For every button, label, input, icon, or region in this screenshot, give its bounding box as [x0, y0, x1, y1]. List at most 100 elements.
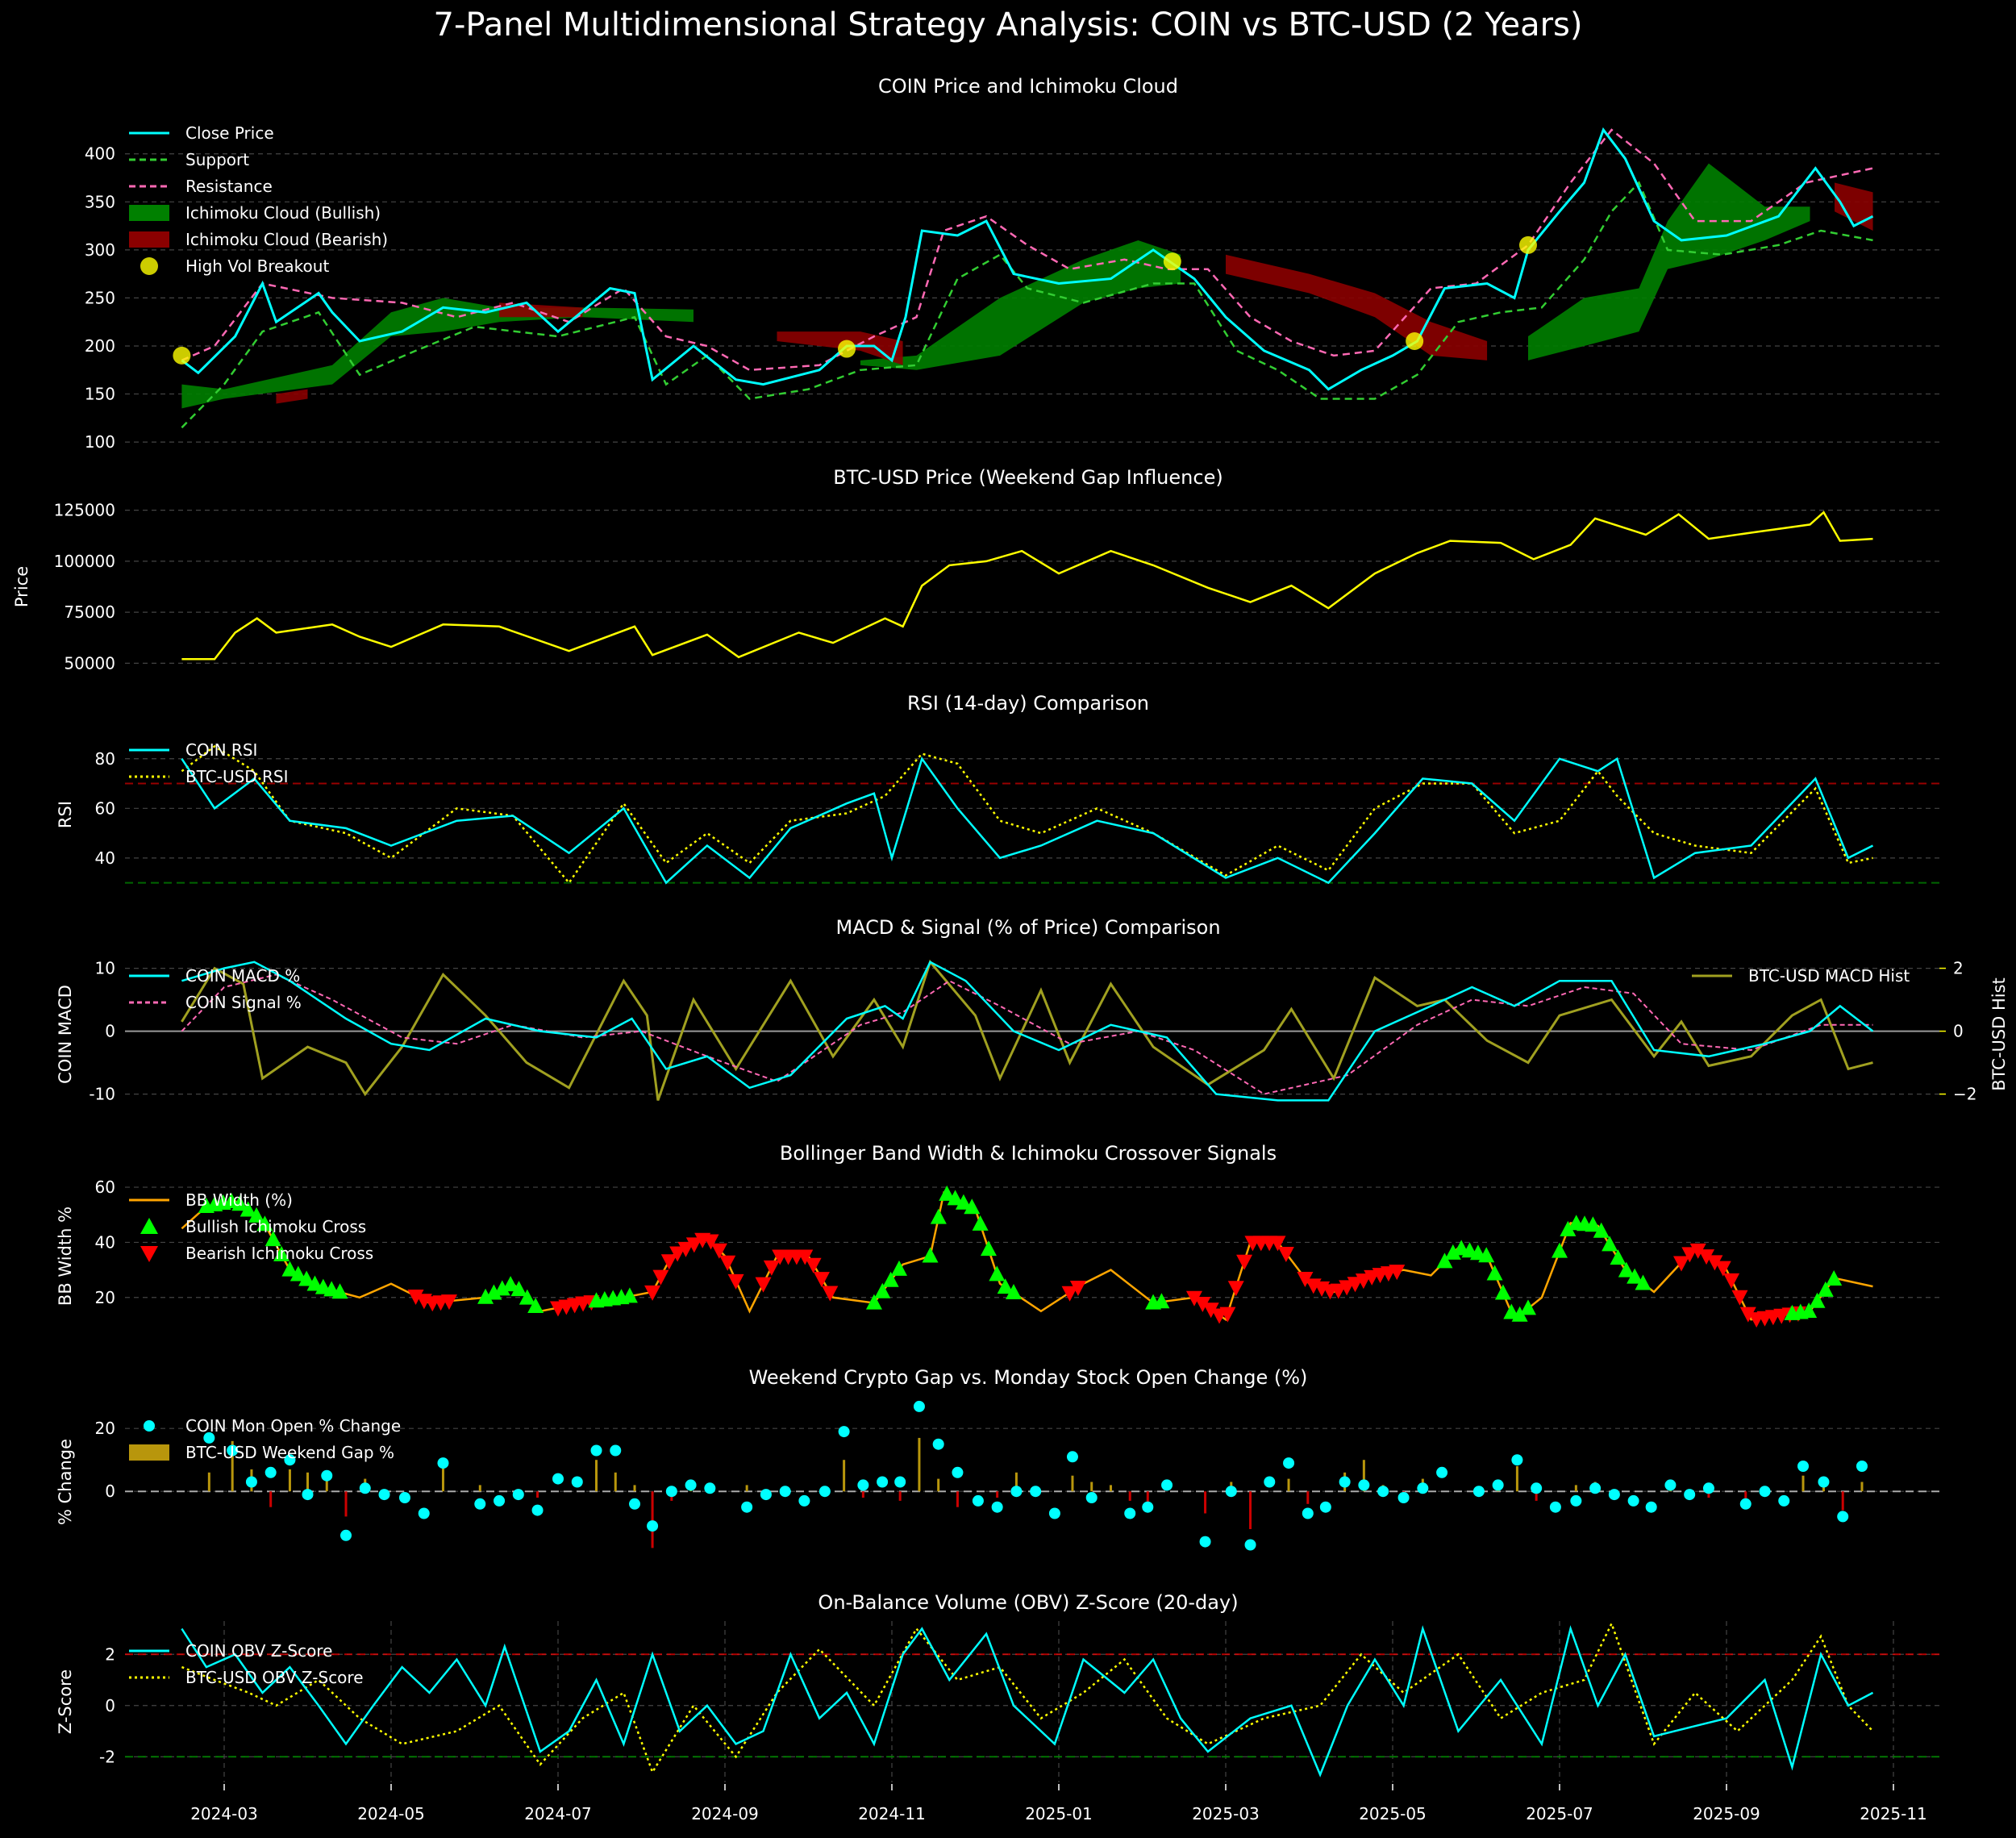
btc-price-line — [181, 511, 1873, 661]
bearish-cross-marker — [805, 1257, 822, 1273]
bullish-cross-marker — [882, 1271, 899, 1287]
bullish-cross-marker — [1801, 1302, 1818, 1319]
coin-monday-change-dot — [437, 1457, 449, 1469]
x-tick-label: 2024-03 — [190, 1804, 258, 1823]
btc-macd-hist-line — [181, 959, 1873, 1101]
btc-gap-bar — [996, 1491, 999, 1498]
bearish-cross-marker — [1297, 1271, 1314, 1287]
btc-gap-bar — [918, 1437, 921, 1492]
y-tick-label: 60 — [95, 1177, 115, 1197]
bullish-cross-marker — [1618, 1261, 1635, 1277]
legend-label: BTC-USD OBV Z-Score — [185, 1668, 364, 1687]
panel-title: On-Balance Volume (OBV) Z-Score (20-day) — [818, 1591, 1238, 1614]
coin-monday-change-dot — [1645, 1501, 1657, 1513]
coin-monday-change-dot — [531, 1504, 544, 1516]
bullish-cross-marker — [477, 1288, 494, 1304]
btc-gap-bar — [325, 1475, 328, 1492]
coin-monday-change-dot — [264, 1466, 277, 1478]
coin-rsi-line — [181, 756, 1874, 885]
y-tick-label: 100000 — [54, 552, 115, 571]
coin-monday-change-dot — [1627, 1494, 1639, 1507]
bullish-cross-marker — [621, 1287, 638, 1303]
btc-gap-bar — [1860, 1482, 1864, 1492]
coin-monday-change-dot — [1492, 1479, 1504, 1491]
btc-gap-bar — [306, 1472, 309, 1492]
coin-monday-change-dot — [1702, 1482, 1714, 1494]
bullish-cross-marker — [874, 1282, 891, 1298]
bullish-cross-marker — [1153, 1293, 1170, 1309]
panel-title: BTC-USD Price (Weekend Gap Influence) — [833, 466, 1223, 489]
y-tick-label: 200 — [85, 336, 115, 356]
legend-swatch — [140, 1246, 158, 1262]
bearish-cross-marker — [652, 1269, 669, 1286]
coin-monday-change-dot — [1531, 1482, 1543, 1494]
panel-title: COIN Price and Ichimoku Cloud — [878, 75, 1178, 98]
btc-gap-bar — [651, 1491, 654, 1548]
bearish-cross-marker — [644, 1285, 661, 1301]
breakout-marker — [173, 346, 191, 365]
coin-monday-change-dot — [1142, 1501, 1154, 1513]
coin-monday-change-dot — [760, 1489, 772, 1501]
btc-rsi-line — [181, 744, 1873, 885]
x-tick-label: 2025-05 — [1359, 1804, 1427, 1823]
coin-monday-change-dot — [1161, 1479, 1173, 1491]
btc-gap-bar — [1109, 1485, 1112, 1492]
bearish-cross-marker — [755, 1277, 772, 1293]
bearish-cross-marker — [763, 1260, 780, 1276]
bullish-cross-marker — [989, 1265, 1006, 1282]
btc-gap-bar — [1014, 1472, 1018, 1492]
coin-monday-change-dot — [1066, 1451, 1078, 1463]
btc-gap-bar — [956, 1491, 959, 1507]
btc-gap-bar — [231, 1440, 234, 1492]
coin-monday-change-dot — [1797, 1461, 1810, 1472]
coin-monday-change-dot — [1358, 1479, 1370, 1491]
y-tick-label: 50000 — [64, 653, 115, 673]
bearish-cross-marker — [813, 1272, 830, 1288]
coin-monday-change-dot — [245, 1476, 257, 1488]
bullish-cross-marker — [485, 1284, 502, 1300]
coin-monday-change-dot — [1225, 1486, 1237, 1498]
coin-monday-change-dot — [378, 1489, 390, 1501]
y-tick-label: 0 — [105, 1696, 115, 1715]
btc-gap-bar — [1574, 1485, 1577, 1492]
y-right-axis-label: BTC-USD Hist — [1989, 977, 2009, 1091]
bullish-cross-marker — [1809, 1292, 1826, 1308]
btc-gap-bar — [614, 1472, 617, 1492]
bullish-cross-marker — [1826, 1269, 1843, 1286]
btc-gap-bar — [1801, 1475, 1805, 1492]
y-tick-label: 20 — [95, 1419, 115, 1438]
bearish-cross-marker — [702, 1234, 719, 1250]
bearish-cross-marker — [1061, 1286, 1078, 1302]
legend-swatch — [140, 257, 158, 275]
bearish-cross-marker — [1355, 1273, 1372, 1290]
support-line — [181, 181, 1873, 429]
bearish-cross-marker — [1739, 1307, 1756, 1323]
bullish-cross-marker — [494, 1280, 510, 1296]
legend-label: Ichimoku Cloud (Bearish) — [185, 230, 388, 249]
x-tick-label: 2025-03 — [1192, 1804, 1260, 1823]
y-tick-label: 10 — [95, 959, 115, 978]
legend-label: BTC-USD RSI — [185, 767, 289, 786]
bullish-cross-marker — [231, 1195, 248, 1211]
bearish-cross-marker — [1236, 1254, 1253, 1270]
y-axis-label: COIN MACD — [56, 985, 75, 1084]
coin-monday-change-dot — [685, 1479, 697, 1491]
btc-gap-bar — [1744, 1491, 1747, 1501]
y-right-tick-label: −2 — [1953, 1085, 1976, 1104]
coin-monday-change-dot — [972, 1494, 984, 1507]
bullish-cross-marker — [1610, 1249, 1627, 1265]
coin-monday-change-dot — [1511, 1454, 1523, 1466]
coin-monday-change-dot — [1417, 1482, 1429, 1494]
bullish-cross-marker — [1006, 1284, 1023, 1300]
btc-gap-bar — [1287, 1478, 1290, 1492]
btc-gap-bar — [843, 1460, 846, 1492]
btc-gap-bar — [1707, 1491, 1710, 1498]
breakout-marker — [1518, 235, 1537, 254]
coin-monday-change-dot — [1124, 1507, 1136, 1519]
bullish-cross-marker — [1817, 1281, 1834, 1297]
bearish-cross-marker — [1269, 1236, 1286, 1252]
bullish-cross-marker — [964, 1198, 981, 1215]
x-tick-label: 2024-05 — [357, 1804, 425, 1823]
panel-title: Weekend Crypto Gap vs. Monday Stock Open… — [749, 1366, 1308, 1389]
